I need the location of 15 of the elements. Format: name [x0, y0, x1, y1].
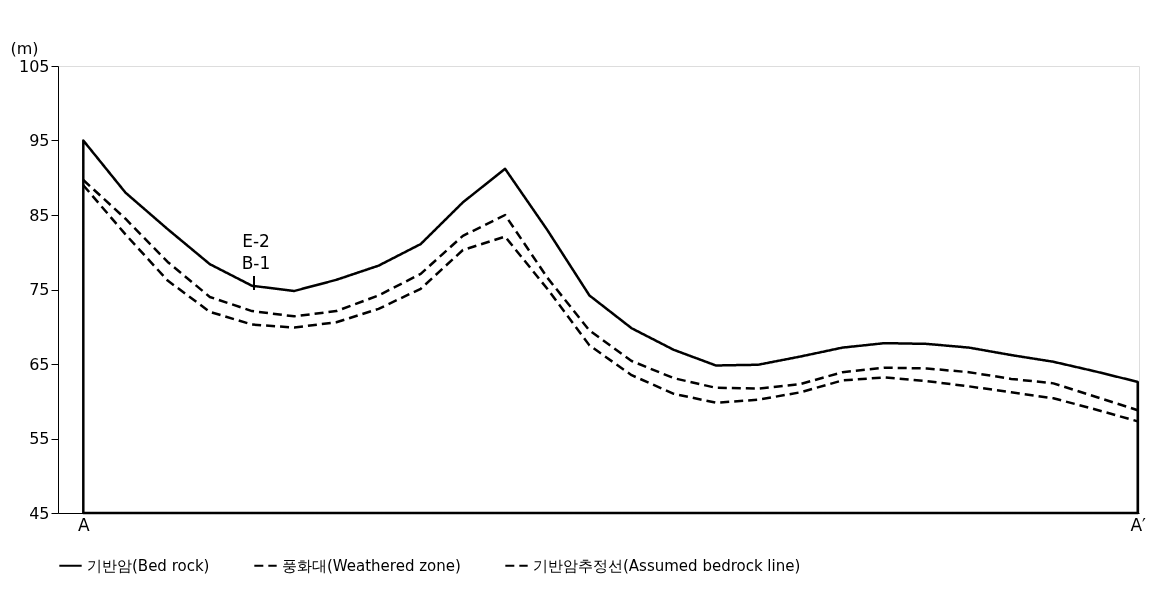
y-tick-label: 55: [29, 429, 50, 448]
y-tick-label: 45: [29, 503, 50, 523]
y-tick-label: 85: [29, 205, 50, 225]
legend-label: 기반암추정선(Assumed bedrock line): [533, 556, 801, 575]
legend-label: 기반암(Bed rock): [87, 556, 210, 575]
y-tick-label: 75: [29, 280, 50, 299]
y-axis-title: (m): [10, 38, 39, 58]
annotation: E-2: [242, 231, 270, 251]
annotation: B-1: [241, 253, 271, 273]
legend-label: 풍화대(Weathered zone): [282, 556, 461, 575]
y-tick-label: 105: [18, 56, 50, 76]
y-tick-label: 95: [29, 131, 50, 150]
y-tick-label: 65: [29, 354, 50, 374]
x-tick-label: A′: [1130, 514, 1147, 535]
x-tick-label: A: [77, 514, 90, 535]
